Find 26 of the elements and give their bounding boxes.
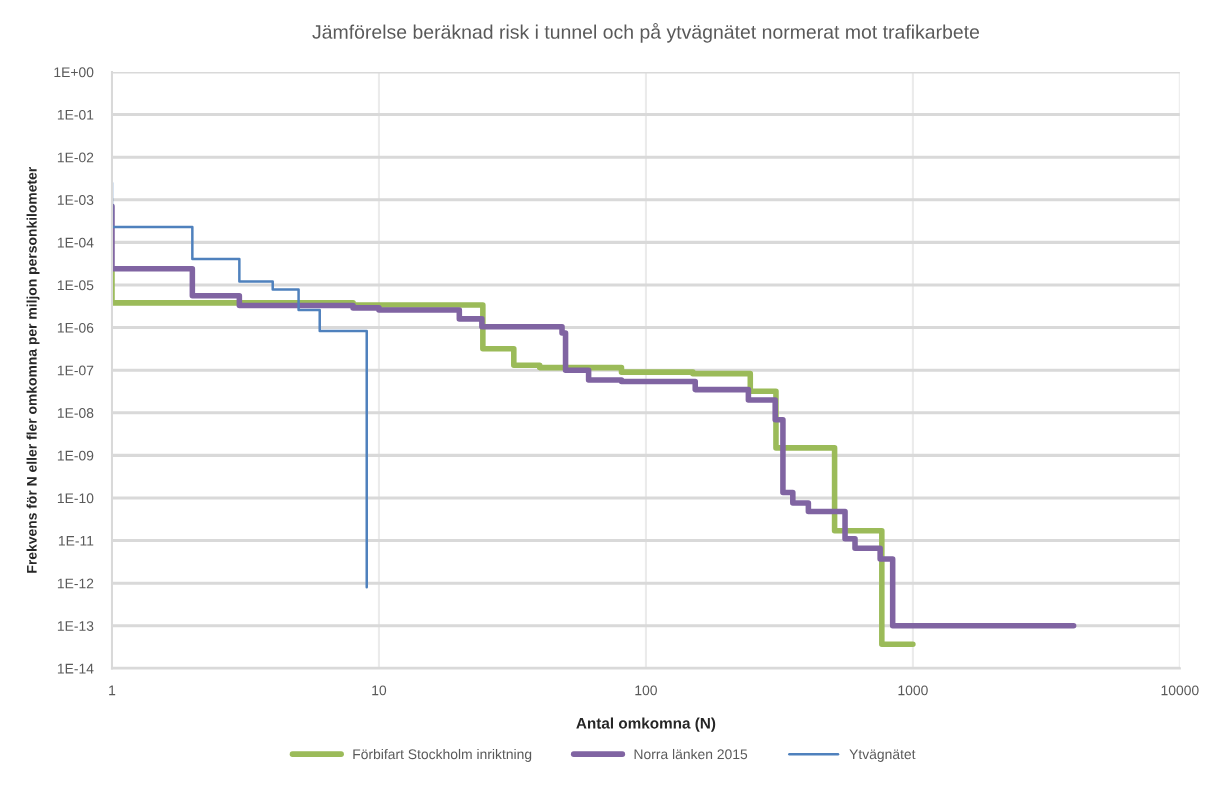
legend-label: Ytvägnätet	[849, 749, 916, 762]
y-tick-label: 1E-08	[57, 408, 94, 418]
y-tick-label: 1E-10	[57, 493, 94, 504]
y-tick-label: 1E-02	[57, 152, 94, 163]
x-tick-label: 10000	[1161, 685, 1199, 696]
chart-title: Jämförelse beräknad risk i tunnel och på ytvägnätet normerat mot trafikarbete	[312, 22, 980, 43]
legend-label: Förbifart Stockholm inriktning	[353, 748, 532, 762]
legend-label: Norra länken 2015	[634, 748, 748, 760]
y-tick-label: 1E-05	[57, 280, 94, 291]
y-tick-label: 1E-14	[57, 663, 94, 674]
y-tick-label: 1E-12	[57, 578, 94, 589]
y-tick-label: 1E+00	[54, 67, 94, 78]
y-tick-label: 1E-03	[57, 195, 94, 205]
y-tick-label: 1E-13	[57, 621, 94, 631]
x-tick-label: 100	[635, 685, 657, 696]
x-tick-label: 1	[109, 685, 116, 696]
y-tick-label: 1E-11	[58, 536, 94, 546]
y-tick-label: 1E-07	[57, 365, 94, 376]
y-tick-label: 1E-09	[57, 450, 94, 461]
y-tick-label: 1E-01	[57, 109, 94, 120]
y-tick-label: 1E-04	[57, 237, 94, 248]
x-tick-label: 1000	[898, 685, 928, 696]
y-axis-title: Frekvens för N eller fler omkomna per miljon personkilometer	[26, 167, 40, 573]
x-tick-label: 10	[372, 685, 387, 696]
y-tick-label: 1E-06	[57, 322, 94, 333]
x-axis-title: Antal omkomna (N)	[576, 717, 716, 732]
